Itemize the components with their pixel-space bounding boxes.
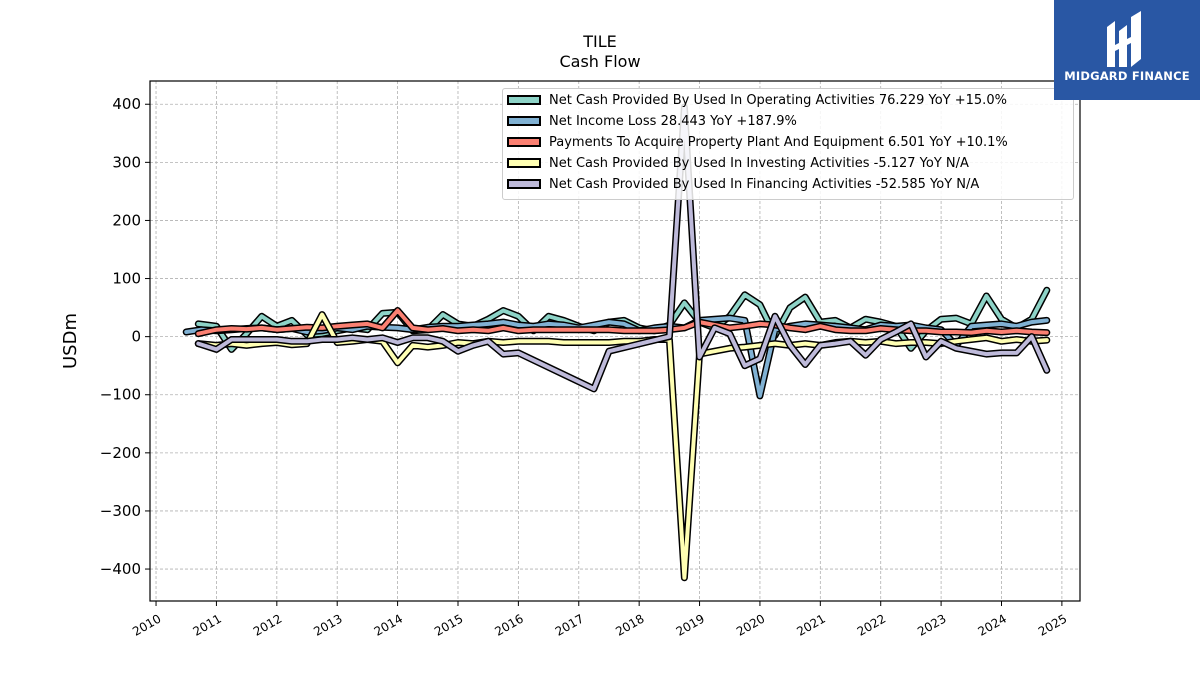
series-line-4 [196,105,1049,391]
x-tick-label: 2022 [855,611,888,638]
x-tick-label: 2016 [492,611,525,638]
x-tick-label: 2011 [190,611,223,638]
y-axis-label: USDm [60,313,81,369]
legend-item-investing: Net Cash Provided By Used In Investing A… [507,154,969,172]
plot-frame [149,80,1081,602]
x-tick-label: 2017 [553,611,586,638]
x-tick-label: 2024 [976,611,1009,638]
y-tick-label: −400 [100,560,141,578]
legend-item-capex: Payments To Acquire Property Plant And E… [507,133,1008,151]
series-line-3 [196,312,1049,580]
chart-title: TILE [583,32,617,51]
y-tick-label: −200 [100,444,141,462]
y-tick-label: 200 [112,211,141,229]
legend-item-net-income: Net Income Loss 28.443 YoY +187.9% [507,112,797,130]
x-tick-label: 2019 [674,611,707,638]
y-tick-label: −300 [100,502,141,520]
logo-icon [1107,11,1141,67]
legend-swatch [507,95,541,105]
logo-text: MIDGARD FINANCE [1064,69,1190,83]
legend-label: Net Income Loss 28.443 YoY +187.9% [549,113,797,129]
chart-subtitle: Cash Flow [559,52,641,71]
legend-swatch [507,137,541,147]
x-tick-label: 2025 [1036,611,1069,638]
y-tick-label: 0 [131,328,141,346]
legend-swatch [507,158,541,168]
y-tick-label: 100 [112,270,141,288]
x-tick-label: 2010 [130,611,163,638]
brand-logo: MIDGARD FINANCE [1054,0,1200,100]
x-tick-label: 2013 [311,611,344,638]
x-tick-label: 2023 [915,611,948,638]
legend-item-operating: Net Cash Provided By Used In Operating A… [507,91,1007,109]
x-tick-label: 2020 [734,611,767,638]
y-tick-label: 300 [112,153,141,171]
legend-label: Net Cash Provided By Used In Operating A… [549,92,1007,108]
legend-swatch [507,116,541,126]
y-tick-label: −100 [100,386,141,404]
legend-label: Net Cash Provided By Used In Financing A… [549,176,980,192]
x-tick-label: 2021 [794,611,827,638]
chart-legend: Net Cash Provided By Used In Operating A… [502,88,1074,200]
x-tick-label: 2018 [613,611,646,638]
x-tick-label: 2012 [251,611,284,638]
x-tick-label: 2015 [432,611,465,638]
legend-swatch [507,179,541,189]
x-tick-label: 2014 [372,611,405,638]
series-outline-3 [194,311,1051,582]
y-tick-label: 400 [112,95,141,113]
legend-item-financing: Net Cash Provided By Used In Financing A… [507,175,979,193]
legend-label: Payments To Acquire Property Plant And E… [549,134,1008,150]
legend-label: Net Cash Provided By Used In Investing A… [549,155,969,171]
